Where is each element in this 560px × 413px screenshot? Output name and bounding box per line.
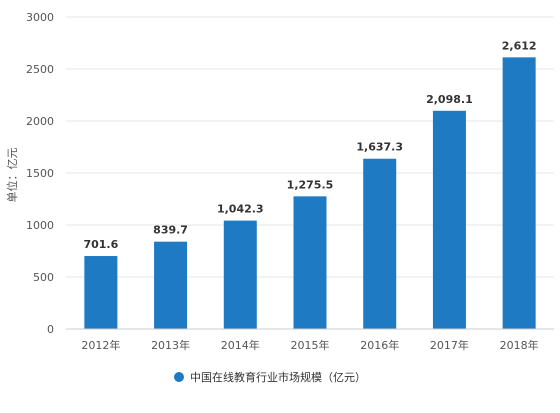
value-label: 2,098.1	[426, 93, 473, 106]
bar[interactable]	[432, 110, 466, 329]
bar[interactable]	[84, 256, 118, 329]
value-label: 701.6	[83, 238, 118, 251]
y-tick-label: 2500	[26, 63, 54, 76]
x-tick-label: 2016年	[360, 338, 399, 352]
x-axis-ticks: 2012年 2013年 2014年 2015年 2016年 2017年 2018年	[81, 338, 538, 352]
bar[interactable]	[502, 57, 536, 330]
y-tick-label: 1500	[26, 167, 54, 180]
bars	[84, 57, 536, 330]
y-tick-label: 2000	[26, 115, 54, 128]
y-axis-label: 单位：亿元	[5, 148, 19, 203]
x-tick-label: 2015年	[291, 338, 330, 352]
legend[interactable]: 中国在线教育行业市场规模（亿元）	[174, 370, 366, 384]
value-label: 1,275.5	[287, 178, 334, 191]
x-tick-label: 2018年	[500, 338, 539, 352]
x-tick-label: 2013年	[151, 338, 190, 352]
value-labels: 701.6 839.7 1,042.3 1,275.5 1,637.3 2,098.1 2,…	[83, 39, 536, 251]
y-tick-label: 3000	[26, 11, 54, 24]
value-label: 2,612	[502, 39, 537, 52]
y-tick-label: 1000	[26, 219, 54, 232]
value-label: 839.7	[153, 224, 188, 237]
value-label: 1,042.3	[217, 203, 264, 216]
x-tick-label: 2017年	[430, 338, 469, 352]
y-tick-label: 0	[47, 323, 54, 336]
x-tick-label: 2014年	[221, 338, 260, 352]
bar[interactable]	[293, 196, 327, 329]
value-label: 1,637.3	[356, 141, 403, 154]
y-axis-ticks: 0 500 1000 1500 2000 2500 3000	[26, 11, 54, 336]
y-tick-label: 500	[33, 271, 54, 284]
bar[interactable]	[223, 220, 257, 329]
x-tick-label: 2012年	[81, 338, 120, 352]
legend-marker	[174, 372, 184, 382]
bar[interactable]	[363, 158, 397, 329]
bar[interactable]	[154, 241, 188, 329]
gridlines	[66, 16, 554, 278]
legend-label: 中国在线教育行业市场规模（亿元）	[190, 370, 366, 384]
